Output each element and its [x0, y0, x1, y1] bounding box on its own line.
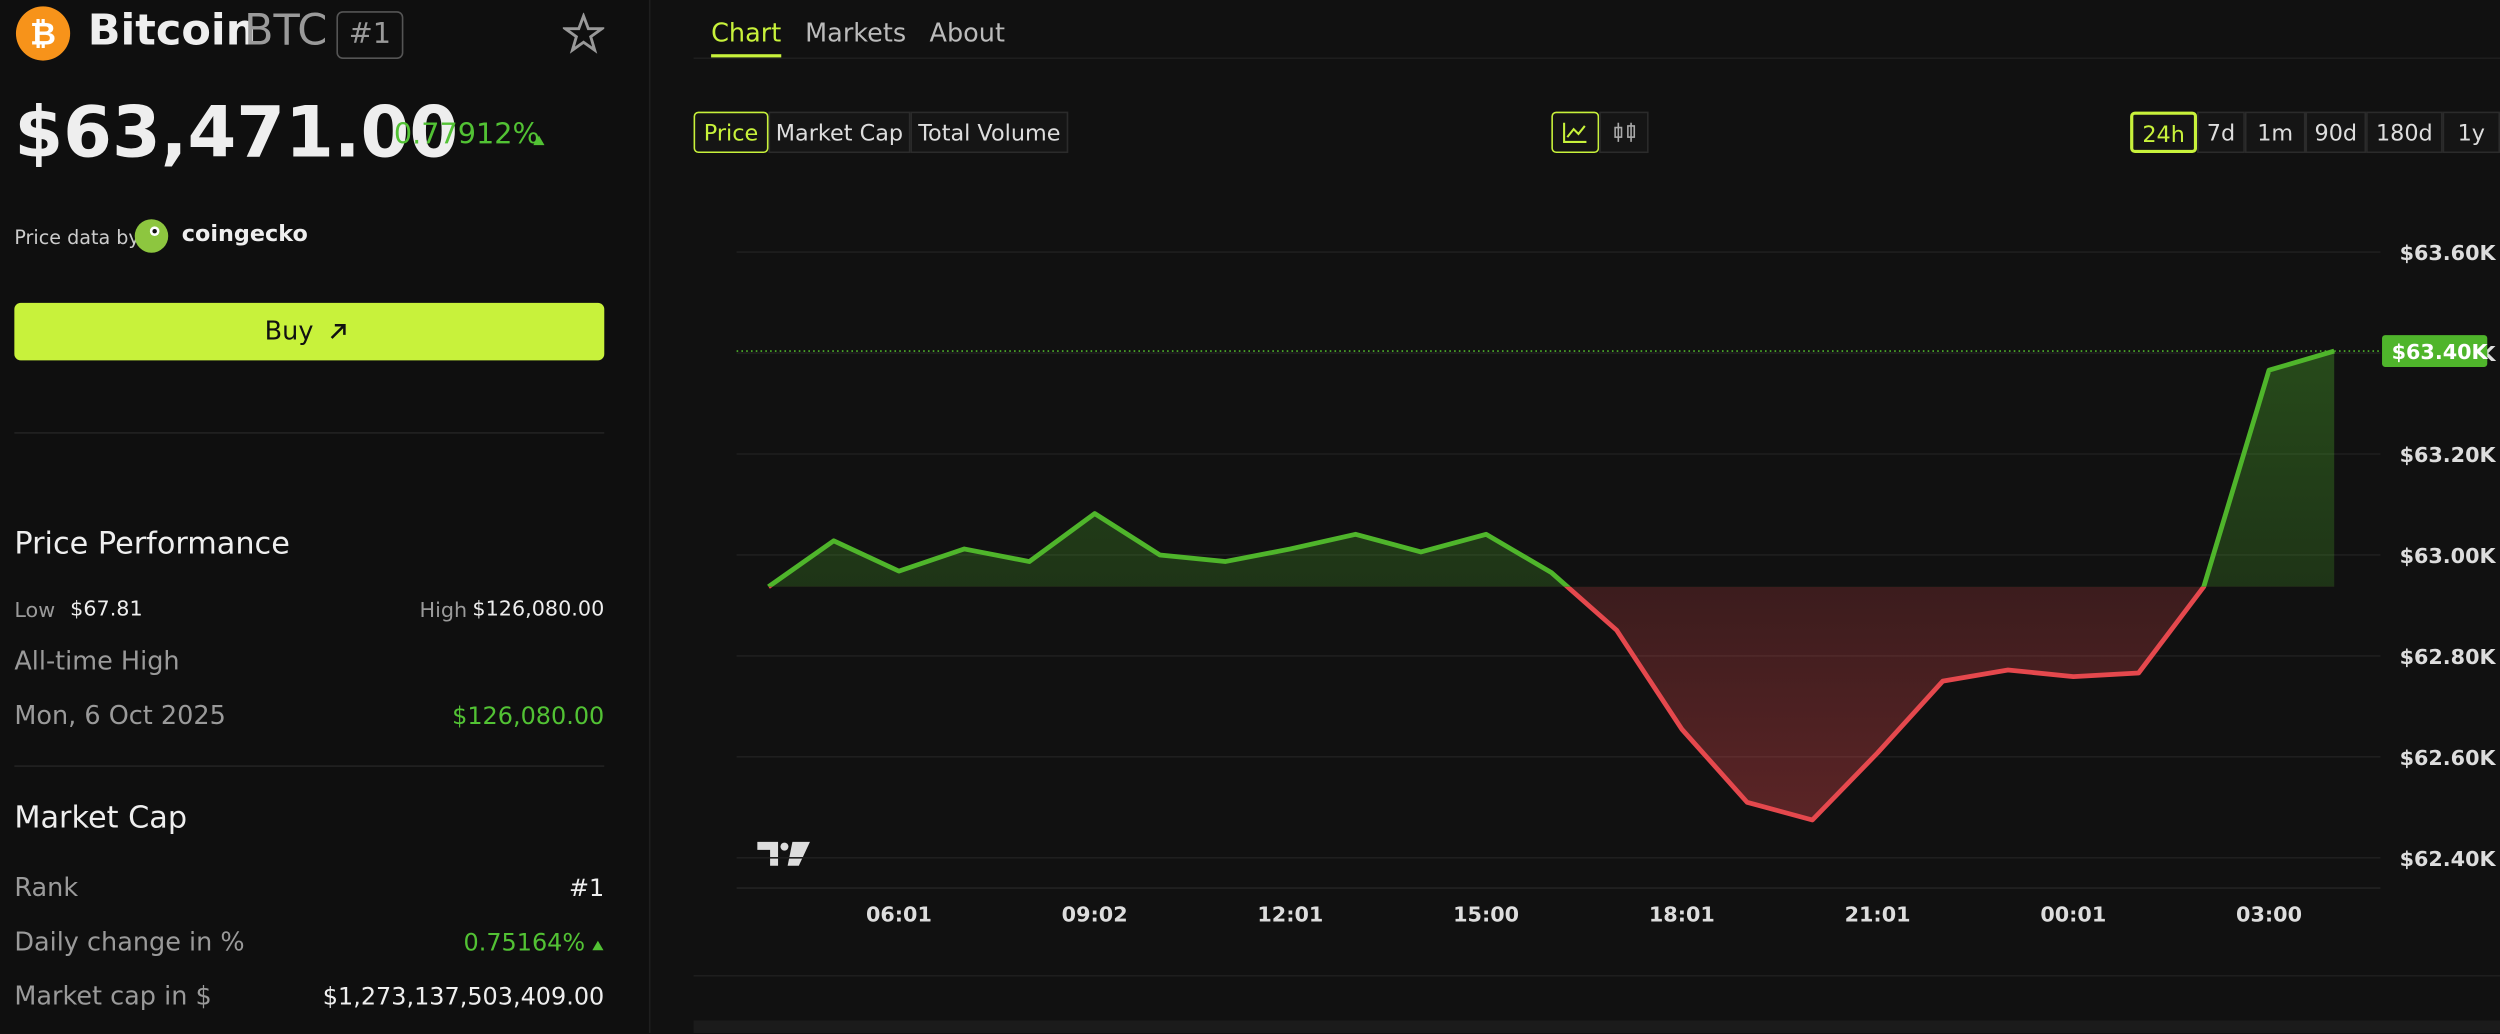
row-label: Rank [14, 872, 79, 903]
y-tick-label: $62.40K [2400, 847, 2497, 871]
range-tab[interactable]: 90d [2305, 111, 2367, 154]
provider-name: coingecko [181, 221, 308, 248]
y-tick-label: $63.00K [2400, 544, 2497, 568]
svg-text:₿: ₿ [30, 15, 56, 53]
price-change: 0.77912% [393, 117, 540, 152]
tab[interactable]: Markets [805, 17, 907, 48]
metric-tab[interactable]: Price [693, 111, 769, 154]
x-tick-label: 03:00 [2236, 903, 2302, 927]
divider [14, 765, 605, 767]
tab-divider [693, 57, 2500, 59]
coin-name: Bitcoin [87, 6, 257, 56]
buy-label: Buy [264, 315, 314, 346]
x-tick-label: 09:02 [1062, 903, 1128, 927]
row-value: $1,273,137,503,409.00 [322, 982, 605, 1011]
up-arrow [533, 135, 545, 146]
price-tag-label: $63.40K [2392, 340, 2489, 364]
x-tick-label: 18:01 [1649, 903, 1715, 927]
range-tab[interactable]: 180d [2366, 111, 2443, 154]
y-tick-label: $62.60K [2400, 746, 2497, 770]
ath-label: All-time High [14, 645, 180, 677]
price-tag [2382, 335, 2488, 367]
rank-badge: #1 [336, 11, 404, 59]
x-tick-label: 12:01 [1257, 903, 1323, 927]
coin-icon: ₿ [15, 6, 71, 61]
line-toggle[interactable] [1551, 111, 1600, 154]
x-tick-label: 21:01 [1845, 903, 1911, 927]
line-down [768, 586, 2207, 823]
metric-tab[interactable]: Market Cap [768, 111, 911, 154]
y-tick-label: $62.80K [2400, 645, 2497, 669]
price: $63,471.00 [14, 92, 459, 174]
tab[interactable]: Chart [711, 18, 782, 58]
section-title: Market Cap [14, 800, 188, 836]
footer-bar [693, 1020, 2500, 1034]
sidebar: ₿ Bitcoin BTC #1 $63,471.00 0.77912% Pri… [0, 0, 651, 1034]
row-label: Daily change in % [14, 926, 245, 957]
attribution-prefix: Price data by [14, 226, 140, 249]
high-label: High [419, 599, 468, 624]
buy-arrow [330, 323, 346, 339]
x-tick-label: 15:00 [1453, 903, 1519, 927]
x-tick-label: 06:01 [866, 903, 932, 927]
divider [14, 432, 605, 434]
buy-button[interactable]: Buy [14, 302, 605, 361]
low-label: Low [14, 599, 56, 624]
range-tab[interactable]: 1m [2244, 111, 2306, 154]
high-value: $126,080.00 [472, 597, 605, 622]
row-value: #1 [569, 873, 605, 903]
area-up [768, 351, 2335, 587]
ath-date: Mon, 6 Oct 2025 [14, 699, 226, 731]
up-arrow [592, 940, 604, 951]
row-value: 0.75164% [463, 927, 586, 957]
tradingview-logo [757, 841, 810, 866]
candle-toggle[interactable] [1599, 111, 1649, 154]
range-tab[interactable]: 24h [2130, 111, 2198, 154]
x-tick-label: 00:01 [2040, 903, 2106, 927]
coin-symbol: BTC [243, 6, 328, 56]
metric-tab[interactable]: Total Volume [910, 111, 1069, 154]
y-tick-label: $63.20K [2400, 443, 2497, 467]
area-down [1567, 586, 2204, 820]
y-tick-label: $63.60K [2400, 241, 2497, 265]
ath-value: $126,080.00 [452, 701, 605, 731]
range-tab[interactable]: 7d [2197, 111, 2245, 154]
low-value: $67.81 [70, 597, 143, 622]
favorite-star[interactable] [562, 12, 605, 54]
line-up [767, 348, 2335, 587]
provider-logo [134, 219, 169, 253]
row-label: Market cap in $ [14, 980, 212, 1011]
section-title: Price Performance [14, 526, 290, 562]
range-tab[interactable]: 1y [2442, 111, 2500, 154]
tab[interactable]: About [929, 17, 1005, 48]
